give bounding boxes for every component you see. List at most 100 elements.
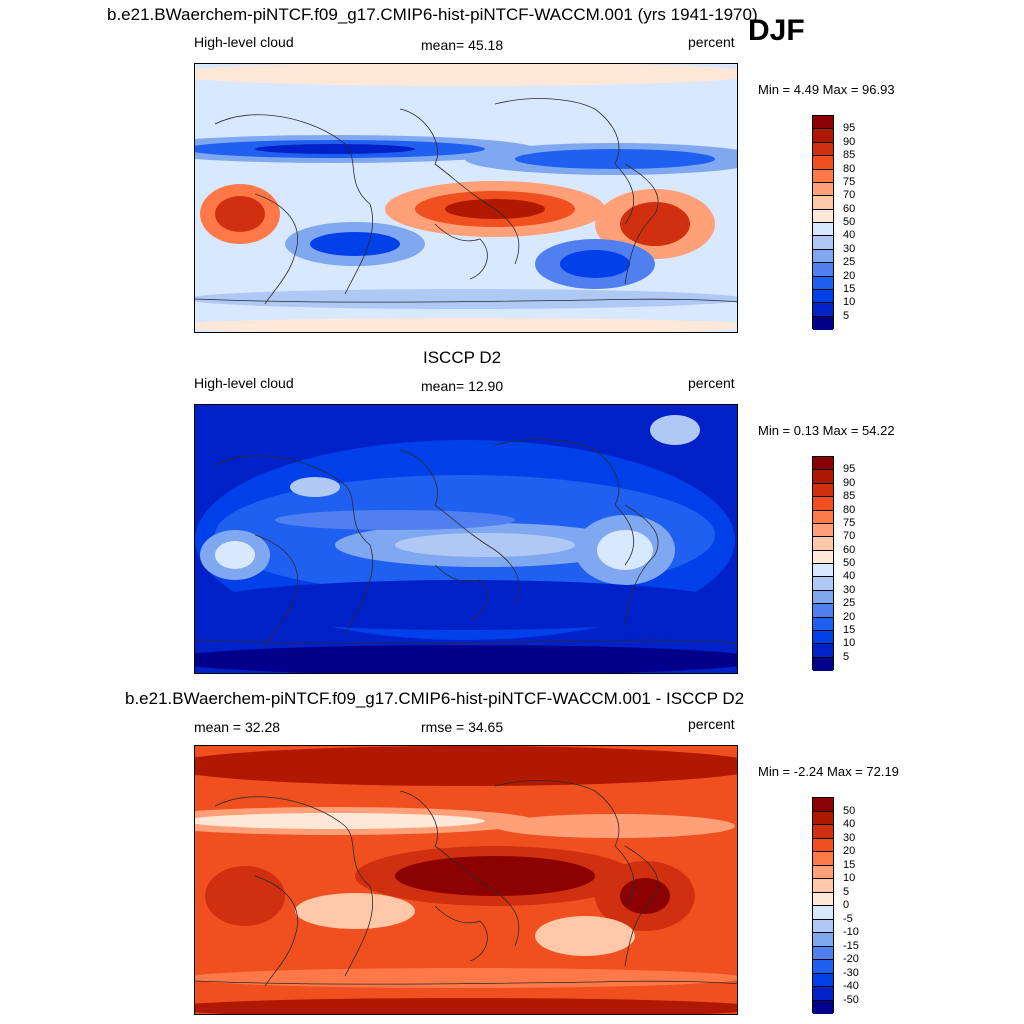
- colorbar-swatch: [813, 276, 833, 290]
- colorbar-label: 40: [843, 570, 856, 583]
- colorbar-label: 10: [843, 872, 856, 884]
- colorbar-label: 85: [843, 149, 856, 162]
- panel1-contour-map: [194, 63, 738, 333]
- field-contour: [195, 289, 737, 309]
- colorbar-swatch: [813, 303, 833, 317]
- colorbar-swatch: [813, 946, 833, 960]
- colorbar-swatch: [813, 577, 833, 591]
- field-contour: [195, 580, 735, 630]
- field-contour: [195, 968, 737, 988]
- colorbar-label: 75: [843, 516, 856, 529]
- colorbar-swatch: [813, 604, 833, 618]
- colorbar-label: 20: [843, 610, 856, 623]
- coastline: [624, 504, 659, 626]
- colorbar-swatch: [813, 550, 833, 564]
- coastline: [494, 98, 634, 225]
- field-contour: [195, 318, 737, 332]
- panel3-title: b.e21.BWaerchem-piNTCF.f09_g17.CMIP6-his…: [125, 689, 745, 708]
- colorbar-label: 60: [843, 202, 856, 215]
- coastline: [195, 639, 737, 644]
- panel3-mean-label: mean = 32.28: [194, 719, 281, 735]
- colorbar-label: 75: [843, 175, 856, 188]
- field-contour: [395, 533, 575, 557]
- colorbar-label: 30: [843, 242, 856, 255]
- colorbar-swatch: [813, 236, 833, 250]
- colorbar-label: 70: [843, 530, 856, 543]
- map-field: [195, 405, 737, 673]
- colorbar-swatch: [813, 182, 833, 197]
- colorbar-label: -15: [843, 939, 859, 952]
- coastline: [254, 875, 298, 987]
- colorbar-swatch: [813, 825, 833, 839]
- coastline: [399, 790, 520, 947]
- colorbar-label: -30: [843, 966, 859, 979]
- colorbar-swatch: [813, 223, 833, 237]
- colorbar-label: 30: [843, 583, 856, 596]
- field-contour: [620, 878, 670, 914]
- colorbar-label: -10: [843, 926, 859, 938]
- coastline: [195, 980, 737, 985]
- coastline: [434, 564, 488, 621]
- colorbar-swatch: [813, 564, 833, 578]
- field-contour: [215, 541, 255, 569]
- coastline: [434, 223, 488, 280]
- colorbar-swatch: [813, 590, 833, 605]
- coastline: [434, 905, 488, 962]
- colorbar-label: 5: [843, 650, 850, 663]
- colorbar-swatch: [813, 838, 833, 852]
- panel2-title: ISCCP D2: [423, 348, 502, 367]
- colorbar-swatch: [813, 169, 833, 183]
- colorbar-label: 25: [843, 597, 856, 610]
- colorbar-swatch: [813, 289, 833, 304]
- field-contour: [195, 645, 737, 673]
- colorbar-label: 25: [843, 256, 856, 269]
- colorbar-swatch: [813, 630, 833, 645]
- coastline: [195, 298, 737, 303]
- coastline: [399, 449, 520, 606]
- field-contour: [195, 998, 737, 1014]
- colorbar-label: 50: [843, 216, 856, 228]
- panel1-mean-label: mean= 45.18: [421, 37, 504, 53]
- colorbar-swatch: [813, 933, 833, 947]
- field-contour: [195, 746, 737, 786]
- panel1-units-label: percent: [688, 34, 735, 50]
- field-contour: [205, 866, 285, 926]
- panel3-units-label: percent: [688, 716, 735, 732]
- colorbar-label: 20: [843, 269, 856, 282]
- coastline: [399, 108, 520, 265]
- field-contour: [195, 813, 485, 829]
- colorbar-swatch: [813, 510, 833, 524]
- colorbar-swatch: [813, 865, 833, 879]
- colorbar-swatch: [813, 129, 833, 143]
- colorbar-label: 15: [843, 858, 856, 871]
- colorbar-swatch: [813, 960, 833, 974]
- colorbar-label: 50: [843, 557, 856, 569]
- colorbar-swatch: [813, 537, 833, 551]
- colorbar-label: 95: [843, 122, 856, 135]
- colorbar-swatch: [813, 906, 833, 920]
- colorbar-swatch: [813, 879, 833, 893]
- map-field: [195, 64, 737, 332]
- colorbar-label: 30: [843, 831, 856, 844]
- panel3-minmax: Min = -2.24 Max = 72.19: [758, 764, 899, 779]
- panel2-contour-map: [194, 404, 738, 674]
- colorbar-swatch: [813, 497, 833, 511]
- colorbar-swatch: [813, 617, 833, 631]
- field-contour: [195, 64, 737, 86]
- colorbar-label: 15: [843, 623, 856, 636]
- colorbar-swatch: [813, 316, 833, 330]
- colorbar-label: 95: [843, 463, 856, 476]
- colorbar-swatch: [813, 116, 833, 130]
- colorbar-label: 10: [843, 637, 856, 650]
- colorbar-swatch: [813, 852, 833, 866]
- field-contour: [290, 477, 340, 497]
- colorbar-swatch: [813, 156, 833, 170]
- panel1-variable-label: High-level cloud: [194, 34, 294, 50]
- panel1-minmax: Min = 4.49 Max = 96.93: [758, 82, 895, 97]
- field-contour: [515, 149, 715, 169]
- colorbar-swatch: [813, 249, 833, 264]
- field-contour: [255, 144, 415, 154]
- coastline: [214, 114, 374, 295]
- colorbar-swatch: [813, 209, 833, 223]
- panel2-mean-label: mean= 12.90: [421, 378, 504, 394]
